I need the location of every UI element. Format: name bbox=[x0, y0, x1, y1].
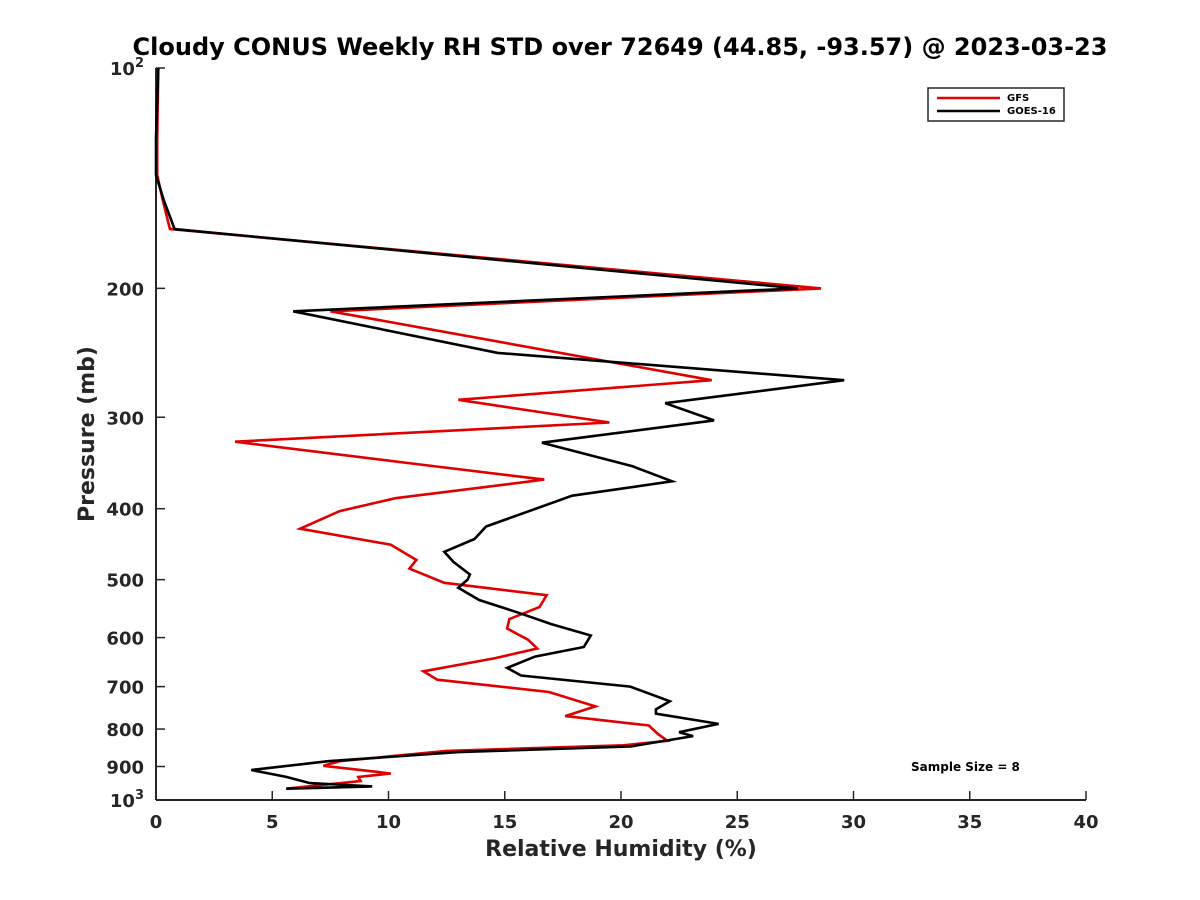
y-tick-label: 700 bbox=[106, 678, 144, 699]
y-tick-label: 200 bbox=[106, 279, 144, 300]
chart-title: Cloudy CONUS Weekly RH STD over 72649 (4… bbox=[133, 33, 1108, 61]
y-tick-label: 103 bbox=[110, 788, 144, 812]
legend-box bbox=[927, 87, 1065, 122]
y-tick-label: 900 bbox=[106, 758, 144, 779]
plot-area: 0 5 10 15 20 25 30 35 40 102 200 300 400 500 600 700 80… bbox=[106, 56, 1098, 833]
y-axis-ticks: 102 200 300 400 500 600 700 800 900 103 bbox=[106, 56, 165, 812]
x-tick-label: 40 bbox=[1073, 812, 1098, 833]
series-layer bbox=[154, 67, 845, 790]
legend-label-goes16: GOES-16 bbox=[1007, 106, 1056, 117]
y-tick-label: 600 bbox=[106, 629, 144, 650]
y-tick-label: 500 bbox=[106, 571, 144, 592]
x-axis-ticks: 0 5 10 15 20 25 30 35 40 bbox=[150, 791, 1099, 833]
x-tick-label: 35 bbox=[957, 812, 982, 833]
y-axis-label: Pressure (mb) bbox=[75, 346, 100, 522]
x-tick-label: 25 bbox=[725, 812, 750, 833]
y-tick-label: 800 bbox=[106, 720, 144, 741]
series-line-goes16 bbox=[154, 67, 845, 790]
legend: GFS GOES-16 bbox=[927, 87, 1065, 122]
x-tick-label: 30 bbox=[841, 812, 866, 833]
y-tick-label: 400 bbox=[106, 500, 144, 521]
sample-size-annotation: Sample Size = 8 bbox=[911, 760, 1020, 774]
x-tick-label: 10 bbox=[376, 812, 401, 833]
x-tick-label: 15 bbox=[492, 812, 517, 833]
y-tick-label: 300 bbox=[106, 408, 144, 429]
legend-label-gfs: GFS bbox=[1007, 93, 1029, 104]
x-axis-label: Relative Humidity (%) bbox=[485, 837, 757, 862]
x-tick-label: 5 bbox=[266, 812, 279, 833]
x-tick-label: 20 bbox=[608, 812, 633, 833]
x-tick-label: 0 bbox=[150, 812, 163, 833]
y-tick-label: 102 bbox=[110, 56, 144, 80]
series-line-gfs bbox=[155, 67, 822, 790]
